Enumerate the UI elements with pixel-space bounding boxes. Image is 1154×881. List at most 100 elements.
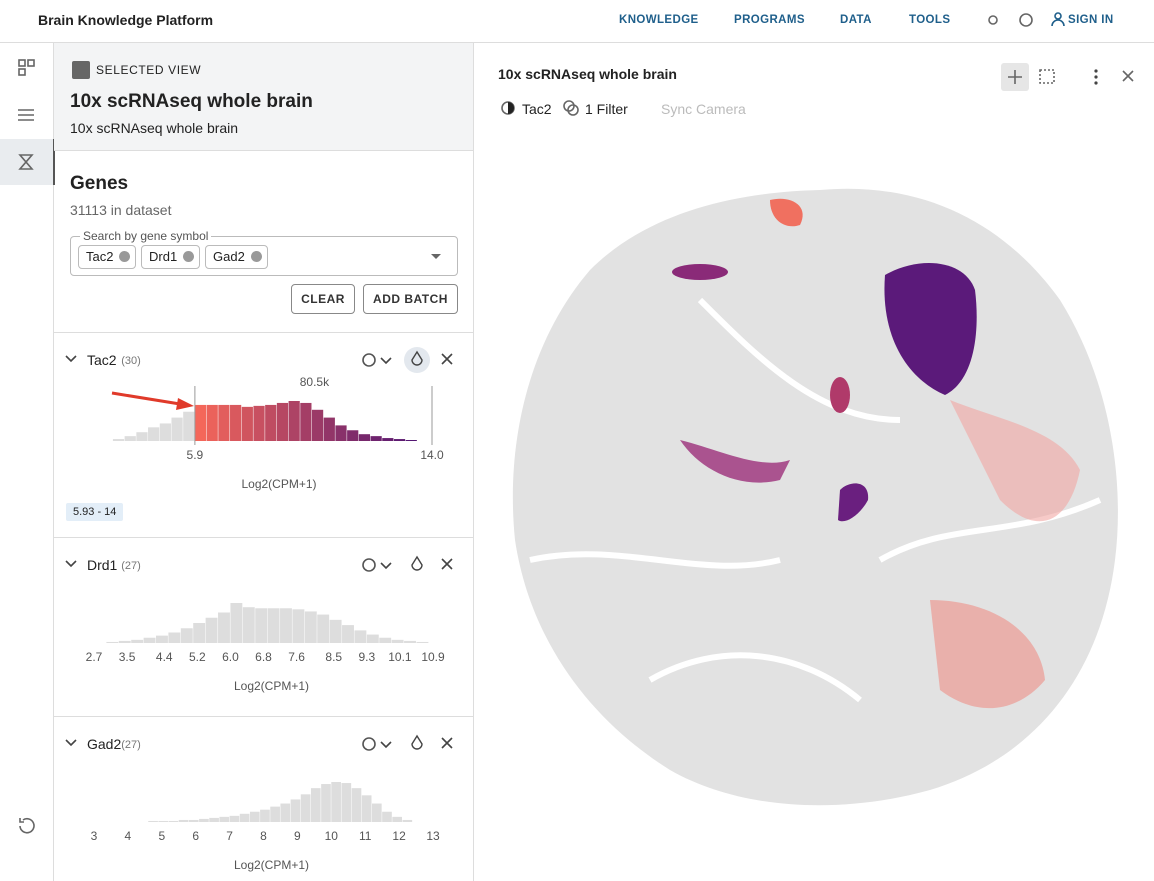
rail-active[interactable] — [0, 139, 55, 185]
histogram-bar — [370, 436, 382, 441]
x-tick-label: 5.9 — [187, 448, 204, 462]
histogram-bar — [118, 640, 131, 643]
histogram-bar — [311, 409, 324, 441]
remove-icon — [441, 558, 453, 570]
histogram-bar — [255, 608, 268, 643]
gene-chip[interactable]: Gad2 — [205, 245, 268, 269]
gene-chip[interactable]: Tac2 — [78, 245, 137, 269]
clear-button[interactable]: CLEAR — [291, 284, 355, 314]
histogram-bar — [288, 401, 300, 441]
histogram-bar — [183, 411, 195, 441]
histogram-bar — [209, 817, 219, 822]
histogram-bar — [379, 637, 392, 643]
app-title[interactable]: Brain Knowledge Platform — [38, 12, 214, 28]
gene-chip[interactable]: Drd1 — [141, 245, 201, 269]
color-icon — [411, 734, 423, 750]
histogram-bar — [219, 816, 230, 822]
collapse-icon — [65, 355, 77, 363]
genes-title: Genes — [70, 173, 129, 194]
panel-border — [54, 716, 473, 717]
histogram-bar — [405, 440, 417, 441]
x-tick-label: 6.0 — [222, 650, 239, 664]
histogram-bar — [300, 794, 311, 822]
range-chip: 5.93 - 14 — [66, 503, 124, 521]
histogram-bar — [267, 608, 280, 643]
histogram-bar — [416, 641, 429, 643]
color-icon — [411, 350, 423, 366]
histogram-bar — [354, 630, 367, 643]
nav-item[interactable]: DATA — [840, 14, 872, 26]
panel-border — [473, 43, 474, 881]
histogram-bar — [280, 608, 292, 643]
x-tick-label: 10.9 — [421, 650, 445, 664]
histogram-bar — [392, 816, 402, 822]
histogram-bar — [351, 788, 362, 822]
x-tick-label: 9 — [294, 829, 301, 843]
collapse-icon — [65, 739, 77, 747]
gene-name[interactable]: Drd1 — [87, 557, 118, 573]
histogram-bar — [270, 806, 280, 822]
x-tick-label: 10 — [325, 829, 339, 843]
histogram-bar — [180, 628, 193, 643]
icons — [18, 12, 1134, 834]
settings-icon — [362, 737, 376, 751]
nav-item[interactable]: KNOWLEDGE — [619, 14, 699, 26]
x-tick-label: 8.5 — [325, 650, 342, 664]
histogram-bar — [136, 432, 148, 441]
add-batch-button[interactable]: ADD BATCH — [363, 284, 458, 314]
histogram-bar — [168, 632, 181, 643]
selected-view-subtitle: 10x scRNAseq whole brain — [70, 120, 239, 136]
histogram-bar — [331, 782, 341, 822]
histogram-bar — [404, 640, 416, 643]
color-by[interactable]: Tac2 — [522, 101, 552, 117]
histogram-bar — [156, 635, 168, 643]
histogram-bar — [280, 803, 291, 822]
settings-caret — [380, 357, 392, 365]
nav-item[interactable]: TOOLS — [909, 14, 951, 26]
peak-label: 80.5k — [300, 375, 330, 389]
histogram-bar — [124, 436, 136, 441]
histogram-bar — [323, 417, 335, 441]
gene-search[interactable] — [70, 236, 458, 276]
gene-name[interactable]: Tac2 — [87, 352, 117, 368]
gene-count: (27) — [121, 739, 141, 751]
filter-count[interactable]: 1 Filter — [585, 101, 628, 117]
x-tick-label: 13 — [426, 829, 440, 843]
histogram-bar — [194, 404, 207, 441]
x-tick-label: 5 — [158, 829, 165, 843]
color-toggle — [404, 347, 430, 373]
nav-item[interactable]: PROGRAMS — [734, 14, 805, 26]
histogram-bar — [148, 427, 160, 441]
gene-name[interactable]: Gad2 — [87, 736, 122, 752]
histogram-bar — [290, 799, 301, 822]
sync-camera[interactable]: Sync Camera — [661, 101, 746, 117]
x-tick-label: 4.4 — [156, 650, 173, 664]
viewer-title: 10x scRNAseq whole brain — [498, 66, 677, 82]
histogram-bar — [148, 820, 158, 822]
histogram-bar — [347, 430, 359, 441]
remove-icon — [441, 737, 453, 749]
histogram-bar — [393, 439, 406, 441]
genes-count: 31113 in dataset — [70, 202, 172, 218]
histogram-bar — [310, 788, 321, 822]
header-border — [0, 42, 1154, 43]
histogram-bar — [206, 404, 218, 441]
search-label: Search by gene symbol — [80, 229, 212, 243]
gene-count: (27) — [121, 560, 141, 572]
view-swatch — [72, 61, 90, 79]
histogram-bar — [188, 819, 199, 822]
collapse-icon — [65, 560, 77, 568]
histogram-bar — [229, 815, 240, 822]
rail-border — [53, 43, 54, 881]
x-axis-label: Log2(CPM+1) — [241, 477, 316, 491]
sign-in[interactable]: SIGN IN — [1068, 14, 1114, 26]
histogram-bar — [239, 813, 250, 822]
x-tick-label: 8 — [260, 829, 267, 843]
histogram-bar — [159, 423, 171, 441]
histogram-bar — [358, 434, 371, 441]
histogram-bar — [260, 809, 270, 822]
selected-view-label: SELECTED VIEW — [96, 63, 202, 77]
histogram-bar — [335, 425, 347, 441]
histogram-bar — [230, 603, 243, 643]
